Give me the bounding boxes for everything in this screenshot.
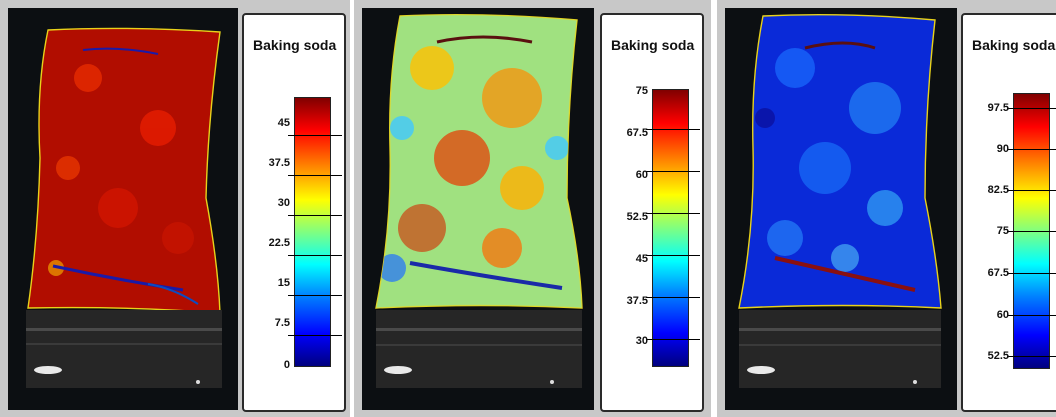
tick-mark (1007, 108, 1056, 109)
map-panel-2: Baking soda 75 67.5 60 52.5 45 37.5 30 (354, 0, 711, 417)
tick-label: 15 (277, 277, 290, 289)
tick-mark (288, 335, 342, 336)
tick-label: 22.5 (268, 237, 290, 249)
tick-label: 30 (635, 335, 648, 347)
tick-label: 97.5 (987, 102, 1009, 114)
tick-label: 67.5 (626, 127, 648, 139)
tick-label: 37.5 (626, 295, 648, 307)
tick-mark (1007, 356, 1056, 357)
tick-label: 0 (283, 359, 290, 371)
tick-mark (1007, 190, 1056, 191)
tick-mark (646, 171, 700, 172)
tick-label: 45 (635, 253, 648, 265)
hyperspectral-image-3[interactable] (725, 8, 957, 410)
hyperspectral-image-2[interactable] (362, 8, 594, 410)
tick-label: 75 (635, 85, 648, 97)
legend-panel-2: Baking soda 75 67.5 60 52.5 45 37.5 30 (600, 13, 704, 412)
tick-label: 52.5 (987, 350, 1009, 362)
tick-mark (646, 129, 700, 130)
map-panel-3: Baking soda 97.5 90 82.5 75 67.5 60 52.5 (717, 0, 1056, 417)
legend-panel-3: Baking soda 97.5 90 82.5 75 67.5 60 52.5 (961, 13, 1056, 412)
tick-mark (1007, 315, 1056, 316)
tick-label: 67.5 (987, 267, 1009, 279)
tick-label: 45 (277, 117, 290, 129)
tick-mark (288, 215, 342, 216)
hyperspectral-image-1[interactable] (8, 8, 238, 410)
tick-mark (646, 213, 700, 214)
tick-mark (646, 339, 700, 340)
tick-mark (288, 295, 342, 296)
bag-heatmap-2 (375, 13, 583, 388)
tick-label: 60 (996, 309, 1009, 321)
tick-label: 52.5 (626, 211, 648, 223)
tick-label: 75 (996, 225, 1009, 237)
legend-title: Baking soda (611, 37, 695, 53)
bag-heatmap-1 (26, 27, 222, 388)
tick-label: 82.5 (987, 184, 1009, 196)
tick-mark (288, 175, 342, 176)
tick-mark (288, 255, 342, 256)
bag-heatmap-3 (738, 13, 942, 388)
tick-label: 30 (277, 197, 290, 209)
tick-label: 60 (635, 169, 648, 181)
tick-mark (1007, 231, 1056, 232)
tick-mark (646, 297, 700, 298)
tick-mark (288, 135, 342, 136)
legend-title: Baking soda (972, 37, 1056, 53)
tick-mark (646, 255, 700, 256)
colorbar-1 (294, 97, 331, 367)
tick-label: 37.5 (268, 157, 290, 169)
tick-label: 7.5 (274, 317, 290, 329)
legend-title: Baking soda (253, 37, 337, 53)
tick-mark (1007, 273, 1056, 274)
legend-panel-1: Baking soda 45 37.5 30 22.5 15 7.5 0 (242, 13, 346, 412)
map-panel-1: Baking soda 45 37.5 30 22.5 15 7.5 0 (0, 0, 350, 417)
tick-mark (1007, 149, 1056, 150)
tick-label: 90 (996, 143, 1009, 155)
colorbar-2 (652, 89, 689, 367)
